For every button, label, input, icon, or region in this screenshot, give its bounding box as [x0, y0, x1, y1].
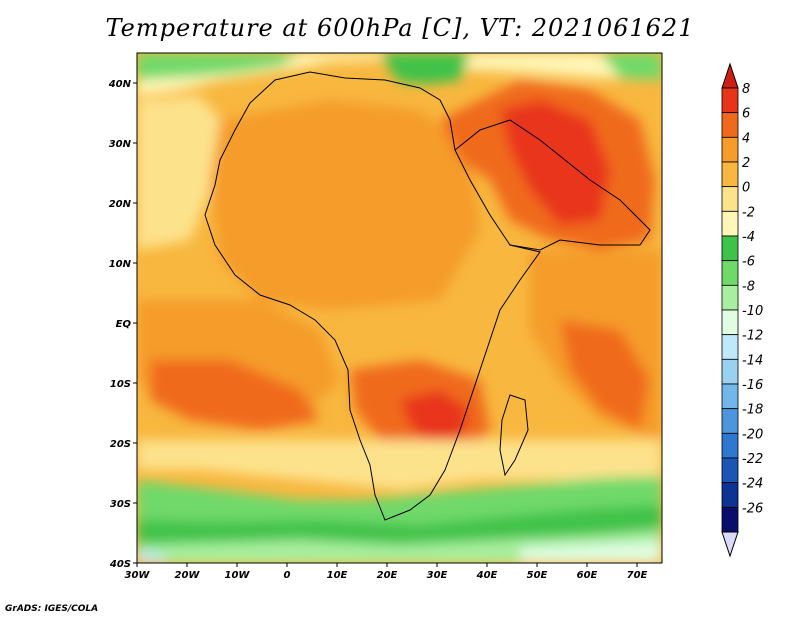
colorbar-swatch	[721, 334, 739, 360]
lon-tick-label: 50E	[527, 570, 548, 581]
lat-tick-label: 40N	[108, 79, 132, 90]
colorbar-swatch	[721, 432, 739, 459]
colorbar-swatch	[721, 112, 739, 138]
lon-tick-label: 10E	[327, 570, 348, 581]
lat-tick-label: 20S	[110, 439, 131, 450]
colorbar-label: -8	[742, 279, 755, 294]
longitude-axis: 30W 20W 10W 0 10E 20E 30E 40E 50E 60E 70E	[125, 563, 648, 581]
colorbar-label: -4	[742, 230, 755, 245]
lat-tick-label: 40S	[109, 559, 131, 570]
colorbar-swatch	[721, 210, 739, 237]
colorbar-swatch	[721, 136, 739, 163]
colorbar-label: 2	[742, 156, 750, 171]
lat-tick-label: EQ	[116, 319, 132, 330]
colorbar-swatch	[721, 161, 739, 188]
lon-tick-label: 30W	[125, 570, 151, 581]
lon-tick-label: 40E	[476, 570, 498, 581]
colorbar-label: -26	[742, 501, 763, 516]
colorbar-label: -20	[742, 427, 763, 442]
temperature-field	[137, 53, 662, 563]
colorbar-swatch	[721, 482, 739, 508]
lon-tick-label: 70E	[627, 570, 648, 581]
colorbar-swatch	[721, 383, 739, 410]
colorbar-label: 4	[742, 131, 750, 146]
lon-tick-label: 20E	[377, 570, 398, 581]
lon-tick-label: 10W	[225, 570, 251, 581]
colorbar-label: -24	[742, 477, 763, 492]
lat-tick-label: 10N	[109, 259, 132, 270]
colorbar-label: 0	[742, 181, 750, 196]
colorbar-swatch	[721, 309, 739, 336]
lon-tick-label: 0	[284, 570, 291, 581]
colorbar-label: -16	[742, 378, 763, 393]
lon-tick-label: 30E	[427, 570, 448, 581]
colorbar-swatch	[721, 186, 739, 212]
grads-credit: GrADS: IGES/COLA	[5, 604, 99, 614]
colorbar-label: -10	[742, 304, 763, 319]
colorbar: 8 6 4 2 0 -2 -4 -6 -8 -10 -12 -14 -16 -18 -20 -22 -24 -26	[721, 62, 763, 558]
lat-tick-label: 30N	[109, 139, 132, 150]
colorbar-label: -14	[742, 353, 763, 368]
colorbar-swatch	[721, 260, 739, 286]
colorbar-swatch	[721, 408, 739, 434]
colorbar-swatch	[721, 358, 739, 385]
colorbar-label: 6	[742, 107, 750, 122]
colorbar-swatch	[721, 506, 739, 533]
lon-tick-label: 20W	[175, 570, 201, 581]
colorbar-label: 8	[742, 82, 750, 97]
lat-tick-label: 30S	[110, 499, 131, 510]
colorbar-swatch	[721, 87, 739, 114]
map-frame	[136, 52, 663, 564]
colorbar-swatch	[721, 284, 739, 311]
colorbar-label: -22	[742, 452, 763, 467]
latitude-axis: 40N 30N 20N 10N EQ 10S 20S 30S 40S	[108, 79, 137, 570]
colorbar-swatch	[721, 235, 739, 262]
colorbar-swatch	[721, 457, 739, 484]
colorbar-label: -2	[742, 205, 755, 220]
lon-tick-label: 60E	[577, 570, 598, 581]
coastlines	[204, 71, 651, 521]
lat-tick-label: 20N	[109, 199, 132, 210]
colorbar-label: -6	[742, 255, 755, 270]
colorbar-top-arrow	[721, 62, 739, 89]
colorbar-label: -12	[742, 329, 763, 344]
colorbar-label: -18	[742, 403, 763, 418]
colorbar-bottom-arrow	[721, 531, 739, 558]
chart-title: Temperature at 600hPa [C], VT: 202106162…	[105, 14, 695, 42]
lat-tick-label: 10S	[110, 379, 131, 390]
